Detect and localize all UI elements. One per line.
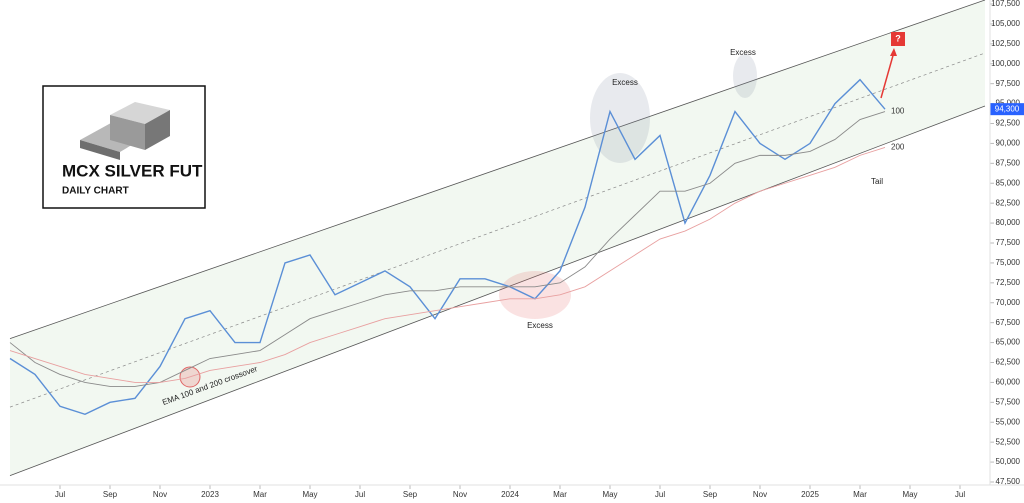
y-tick-label: 97,500 [996, 79, 1021, 88]
y-tick-label: 52,500 [996, 437, 1021, 446]
x-tick-label: May [302, 490, 317, 499]
y-tick-label: 70,000 [996, 298, 1021, 307]
y-tick-label: 105,000 [991, 19, 1020, 28]
annotation: ? [895, 33, 901, 43]
x-tick-label: Jul [955, 490, 965, 499]
annotation: Tail [871, 177, 883, 186]
icon [80, 140, 120, 160]
series-line [9, 146, 886, 383]
annotation: Excess [527, 321, 553, 330]
chart-subtitle: DAILY CHART [62, 186, 129, 197]
y-tick-label: 82,500 [996, 198, 1021, 207]
annotation: Excess [612, 78, 638, 87]
y-tick-label: 50,000 [996, 457, 1021, 466]
icon [145, 110, 170, 150]
x-tick-label: Sep [703, 490, 718, 499]
x-tick-label: Mar [553, 490, 567, 499]
x-tick-label: Sep [403, 490, 418, 499]
series-line [9, 111, 886, 387]
arrow [880, 51, 895, 99]
highlight [733, 54, 757, 98]
x-tick-label: Jul [55, 490, 65, 499]
arrow-head [890, 48, 897, 56]
y-tick-label: 57,500 [996, 397, 1021, 406]
x-tick-label: 2023 [201, 490, 219, 499]
y-tick-label: 65,000 [996, 338, 1021, 347]
y-tick-label: 60,000 [996, 378, 1021, 387]
question-box [891, 32, 905, 46]
y-tick-label: 55,000 [996, 417, 1021, 426]
x-tick-label: Jul [655, 490, 665, 499]
x-tick-label: 2024 [501, 490, 519, 499]
y-tick-label: 100,000 [991, 59, 1020, 68]
y-tick-label: 47,500 [996, 477, 1021, 486]
y-tick-label: 77,500 [996, 238, 1021, 247]
x-tick-label: Nov [453, 490, 467, 499]
title-box: MCX SILVER FUT DAILY CHART [42, 85, 206, 209]
y-tick-label: 87,500 [996, 158, 1021, 167]
y-tick-label: 107,500 [991, 0, 1020, 8]
channel-upper [9, 0, 986, 339]
y-tick-label: 67,500 [996, 318, 1021, 327]
icon [110, 115, 145, 150]
y-tick-label: 102,500 [991, 39, 1020, 48]
highlight [590, 73, 650, 163]
y-tick-label: 72,500 [996, 278, 1021, 287]
x-tick-label: Jul [355, 490, 365, 499]
y-tick-label: 90,000 [996, 139, 1021, 148]
channel-lower [9, 105, 986, 477]
x-tick-label: 2025 [801, 490, 819, 499]
y-tick-label: 92,500 [996, 119, 1021, 128]
channel-mid [9, 52, 986, 408]
y-tick-label: 75,000 [996, 258, 1021, 267]
series-label: 100 [891, 107, 905, 116]
last-price-box [990, 103, 1024, 116]
y-tick-label: 80,000 [996, 218, 1021, 227]
series-label: 200 [891, 143, 905, 152]
x-tick-label: Mar [853, 490, 867, 499]
x-tick-label: Sep [103, 490, 118, 499]
chart-title: MCX SILVER FUT [62, 161, 203, 180]
x-tick-label: May [902, 490, 917, 499]
x-tick-label: Nov [153, 490, 167, 499]
y-tick-label: 62,500 [996, 358, 1021, 367]
series-line [9, 78, 886, 416]
icon [110, 102, 170, 124]
annotation: Excess [730, 48, 756, 57]
x-tick-label: May [602, 490, 617, 499]
x-tick-label: Mar [253, 490, 267, 499]
last-price-label: 94,300 [995, 104, 1020, 113]
y-tick-label: 85,000 [996, 178, 1021, 187]
x-tick-label: Nov [753, 490, 767, 499]
highlight [499, 271, 571, 319]
highlights [179, 48, 897, 388]
